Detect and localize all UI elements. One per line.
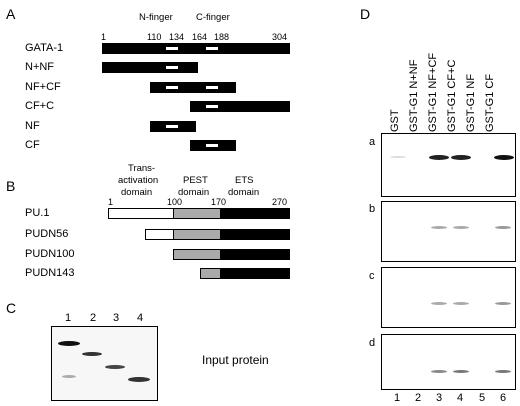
- ets-domain-label-2: domain: [228, 187, 260, 198]
- d-d-band-3: [431, 370, 447, 373]
- nf-n-finger: [165, 124, 179, 129]
- cf-c-c-finger: [205, 104, 219, 109]
- panel-letter-b: B: [6, 178, 16, 194]
- d-col-nf: GST-G1 NF: [465, 73, 477, 132]
- d-c-band-4: [453, 302, 469, 305]
- pudn143-pest-segment: [200, 268, 221, 279]
- d-lane-1: 1: [394, 392, 401, 404]
- construct-nf-cf: NF+CF: [25, 81, 61, 93]
- d-b-band-3: [431, 226, 447, 229]
- d-b-band-4: [453, 226, 469, 229]
- d-col-cf: GST-G1 CF: [484, 73, 496, 132]
- pos-164: 164: [192, 32, 208, 42]
- pudn100-pest-segment: [173, 249, 221, 260]
- nf-cf-n-finger: [165, 85, 179, 90]
- d-gel-b: [381, 201, 516, 262]
- pudn56-ets-segment: [220, 229, 290, 240]
- construct-cf: CF: [25, 139, 40, 151]
- d-gel-c: [381, 267, 516, 328]
- c-band-lane-4: [128, 377, 150, 382]
- cf-c-bar: [190, 101, 290, 112]
- construct-pu-1: PU.1: [25, 207, 50, 219]
- d-d-band-4: [453, 370, 469, 373]
- c-lane-1: 1: [65, 312, 72, 324]
- b-pos-170: 170: [211, 197, 227, 207]
- gata-1-c-finger: [205, 46, 219, 51]
- panel-letter-d: D: [360, 6, 371, 22]
- c-band-lane-2: [82, 352, 102, 356]
- gata-1-n-finger: [165, 46, 179, 51]
- d-row-b: b: [369, 203, 376, 215]
- pudn100-ets-segment: [220, 249, 290, 260]
- d-a-band-3: [429, 155, 449, 160]
- c-lane-2: 2: [90, 312, 97, 324]
- panel-letter-a: A: [6, 6, 16, 22]
- d-lane-5: 5: [479, 392, 486, 404]
- nf-cf-bar: [150, 82, 236, 93]
- d-gel-d: [381, 334, 516, 390]
- construct-pudn100: PUDN100: [25, 248, 75, 260]
- d-a-band-6: [494, 155, 514, 160]
- trans-domain-label-2: activation: [118, 175, 159, 186]
- d-b-band-6: [495, 226, 511, 229]
- pos-110: 110: [147, 32, 162, 42]
- trans-domain-label-1: Trans-: [128, 163, 156, 174]
- panel-letter-c: C: [6, 300, 17, 316]
- d-c-band-3: [431, 302, 447, 305]
- construct-gata-1: GATA-1: [25, 42, 64, 54]
- d-col-gst: GST: [389, 109, 401, 132]
- construct-pudn143: PUDN143: [25, 267, 75, 279]
- pos-188: 188: [214, 32, 230, 42]
- d-lane-2: 2: [415, 392, 422, 404]
- b-pos-1: 1: [108, 197, 114, 207]
- c-band-lane-3: [105, 365, 125, 369]
- c-band-lane-1-faint: [62, 375, 76, 378]
- b-pos-100: 100: [167, 197, 183, 207]
- pu-1-ets-segment: [220, 208, 290, 219]
- d-lane-3: 3: [436, 392, 443, 404]
- d-a-band-4: [451, 155, 471, 160]
- construct-pudn56: PUDN56: [25, 228, 69, 240]
- d-row-c: c: [369, 270, 375, 282]
- construct-nf: NF: [25, 120, 40, 132]
- construct-cf-c: CF+C: [25, 100, 55, 112]
- d-a-band-1-faint: [390, 156, 406, 158]
- pu-1-trans-segment: [108, 208, 174, 219]
- pest-domain-label-1: PEST: [183, 175, 208, 186]
- d-c-band-6: [495, 302, 511, 305]
- ets-domain-label-1: ETS: [235, 175, 254, 186]
- input-protein-caption: Input protein: [202, 353, 269, 367]
- b-pos-270: 270: [272, 197, 288, 207]
- pos-1: 1: [101, 32, 107, 42]
- d-col-n-nf: GST-G1 N+NF: [408, 59, 420, 132]
- nf-cf-c-finger: [205, 85, 219, 90]
- pudn56-pest-segment: [173, 229, 221, 240]
- pest-domain-label-2: domain: [178, 187, 210, 198]
- d-lane-6: 6: [500, 392, 507, 404]
- n-nf-bar: [102, 62, 198, 73]
- construct-n-nf: N+NF: [25, 61, 55, 73]
- c-finger-label: C-finger: [196, 12, 230, 23]
- n-nf-n-finger: [165, 65, 179, 70]
- pudn143-ets-segment: [220, 268, 290, 279]
- c-band-lane-1: [58, 341, 80, 346]
- d-lane-4: 4: [457, 392, 464, 404]
- d-gel-a: [381, 133, 516, 197]
- pos-304: 304: [272, 32, 288, 42]
- pu-1-pest-segment: [173, 208, 221, 219]
- pudn56-trans-segment: [145, 229, 174, 240]
- input-protein-gel: [51, 326, 158, 401]
- trans-domain-label-3: domain: [121, 187, 153, 198]
- d-col-nf-cf: GST-G1 NF+CF: [427, 52, 439, 132]
- cf-c-finger: [205, 143, 219, 148]
- n-finger-label: N-finger: [139, 12, 173, 23]
- pos-134: 134: [169, 32, 185, 42]
- d-row-d: d: [369, 337, 376, 349]
- d-col-cf-c: GST-G1 CF+C: [446, 59, 458, 132]
- c-lane-3: 3: [113, 312, 120, 324]
- d-d-band-6: [495, 370, 511, 373]
- c-lane-4: 4: [137, 312, 144, 324]
- d-row-a: a: [369, 136, 376, 148]
- gata-1-bar: [102, 43, 290, 54]
